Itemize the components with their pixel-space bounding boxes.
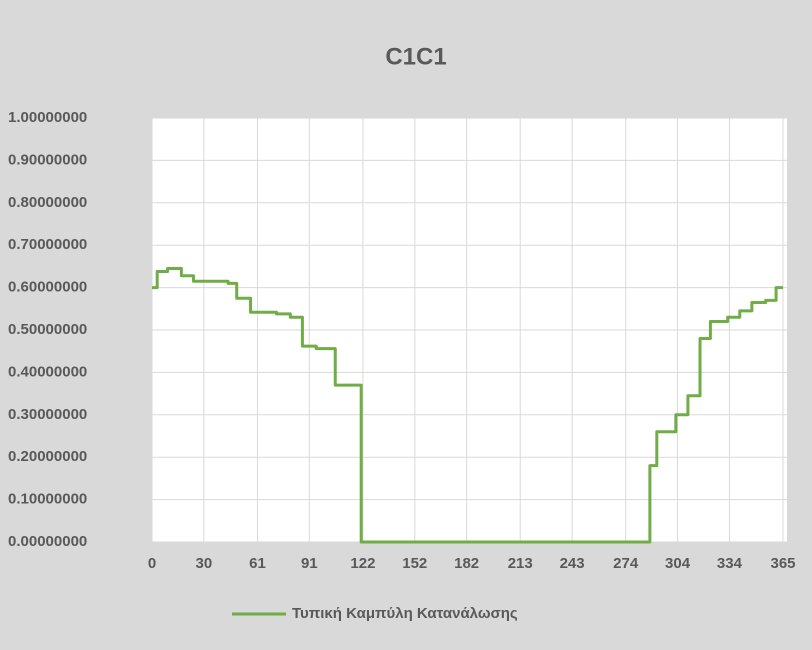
y-tick-label: 0.20000000 [8, 448, 87, 465]
x-tick-label: 213 [508, 555, 533, 572]
y-tick-label: 0.00000000 [8, 533, 87, 550]
y-tick-label: 0.40000000 [8, 363, 87, 380]
y-tick-label: 0.60000000 [8, 279, 87, 296]
y-tick-label: 0.30000000 [8, 406, 87, 423]
x-tick-label: 182 [454, 555, 479, 572]
x-tick-label: 30 [196, 555, 213, 572]
x-tick-label: 61 [249, 555, 266, 572]
legend-label: Τυπική Καμπύλη Κατανάλωσης [292, 605, 518, 622]
x-tick-label: 334 [717, 555, 743, 572]
x-tick-label: 91 [301, 555, 318, 572]
x-tick-label: 274 [613, 555, 639, 572]
data-line [152, 267, 783, 544]
x-tick-label: 0 [148, 555, 156, 572]
chart-title: C1C1 [385, 43, 446, 70]
y-tick-label: 0.10000000 [8, 491, 87, 508]
y-tick-label: 0.70000000 [8, 236, 87, 253]
y-tick-label: 0.90000000 [8, 151, 87, 168]
x-tick-label: 365 [770, 555, 795, 572]
y-tick-label: 0.50000000 [8, 321, 87, 338]
y-tick-label: 1.00000000 [8, 109, 87, 126]
x-tick-label: 304 [665, 555, 691, 572]
x-tick-label: 122 [350, 555, 375, 572]
x-tick-label: 243 [560, 555, 585, 572]
x-tick-label: 152 [402, 555, 427, 572]
y-tick-label: 0.80000000 [8, 194, 87, 211]
